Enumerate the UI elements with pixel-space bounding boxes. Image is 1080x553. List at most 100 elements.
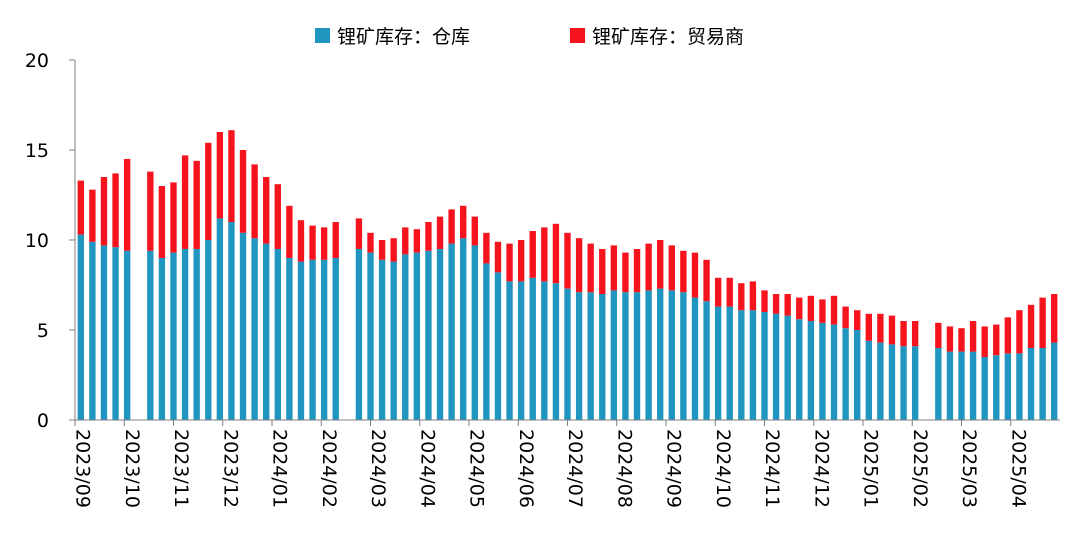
bar-trader bbox=[599, 249, 606, 294]
bar-warehouse bbox=[1027, 348, 1035, 420]
bar-trader bbox=[749, 281, 757, 311]
bar-trader bbox=[691, 252, 699, 298]
bar-trader bbox=[193, 160, 200, 249]
bar-trader bbox=[112, 173, 119, 248]
bar-warehouse bbox=[645, 290, 652, 420]
bar-trader bbox=[471, 216, 478, 246]
bar-trader bbox=[842, 306, 849, 329]
x-tick-label: 2023/09 bbox=[72, 429, 94, 508]
bar-trader bbox=[784, 294, 791, 316]
bar-warehouse bbox=[1039, 348, 1046, 420]
bar-trader bbox=[436, 216, 444, 249]
bar-warehouse bbox=[425, 250, 432, 420]
bar-trader bbox=[900, 321, 907, 347]
bar-warehouse bbox=[784, 315, 791, 420]
x-tick-label: 2025/03 bbox=[958, 429, 980, 508]
bar-warehouse bbox=[147, 250, 154, 420]
bar-trader bbox=[865, 313, 872, 341]
x-tick-label: 2024/02 bbox=[318, 429, 340, 508]
bar-trader bbox=[587, 243, 594, 293]
bar-trader bbox=[228, 130, 235, 222]
bar-warehouse bbox=[112, 247, 119, 420]
bar-trader bbox=[367, 232, 374, 253]
bar-trader bbox=[355, 218, 363, 249]
bar-warehouse bbox=[1004, 353, 1012, 420]
bar-trader bbox=[657, 240, 664, 289]
bar-warehouse bbox=[622, 292, 629, 420]
bar-trader bbox=[158, 186, 166, 258]
bar-warehouse bbox=[320, 259, 328, 420]
x-tick-label: 2024/11 bbox=[761, 429, 783, 508]
x-tick-label: 2024/06 bbox=[515, 429, 537, 508]
bar-trader bbox=[239, 150, 247, 233]
bar-trader bbox=[77, 180, 84, 235]
x-tick-label: 2025/02 bbox=[909, 429, 931, 508]
bar-trader bbox=[796, 297, 803, 320]
bar-warehouse bbox=[309, 259, 316, 420]
bar-warehouse bbox=[599, 294, 606, 420]
bar-warehouse bbox=[958, 351, 965, 420]
bar-trader bbox=[309, 225, 316, 260]
bar-warehouse bbox=[483, 263, 490, 420]
bar-warehouse bbox=[714, 306, 722, 420]
bar-warehouse bbox=[1051, 342, 1058, 420]
x-axis: 2023/09 2023/10 2023/11 2023/12 2024/01 2024/… bbox=[72, 419, 1060, 508]
bar-warehouse bbox=[993, 355, 1000, 420]
x-tick-label: 2024/12 bbox=[810, 429, 832, 508]
bar-trader bbox=[297, 220, 305, 262]
bar-trader bbox=[170, 182, 177, 253]
bar-warehouse bbox=[494, 272, 502, 420]
y-axis: 0 5 10 15 20 bbox=[25, 50, 76, 432]
bar-trader bbox=[216, 132, 224, 219]
bar-trader bbox=[494, 241, 502, 273]
bar-trader bbox=[993, 324, 1000, 356]
bar-warehouse bbox=[830, 324, 838, 420]
legend-swatch-trader bbox=[570, 28, 585, 43]
bar-warehouse bbox=[610, 290, 618, 420]
x-tick-label: 2023/12 bbox=[219, 429, 241, 508]
bar-trader bbox=[529, 231, 536, 278]
bar-trader bbox=[680, 250, 687, 293]
bar-warehouse bbox=[77, 234, 84, 420]
bar-trader bbox=[413, 229, 421, 253]
bar-trader bbox=[807, 295, 815, 321]
bar-trader bbox=[761, 290, 768, 312]
bar-warehouse bbox=[251, 238, 258, 420]
x-tick-label: 2024/09 bbox=[663, 429, 685, 508]
bar-warehouse bbox=[900, 346, 907, 420]
bar-trader bbox=[830, 295, 838, 325]
bar-warehouse bbox=[100, 245, 108, 420]
bar-warehouse bbox=[796, 319, 803, 420]
bar-warehouse bbox=[935, 348, 942, 420]
bar-warehouse bbox=[749, 310, 757, 420]
bar-warehouse bbox=[471, 245, 478, 420]
bar-warehouse bbox=[506, 281, 513, 420]
bar-trader bbox=[181, 155, 189, 249]
bar-trader bbox=[378, 240, 386, 260]
bar-warehouse bbox=[668, 290, 675, 420]
x-tick-label: 2024/05 bbox=[466, 429, 488, 508]
bar-trader bbox=[610, 245, 618, 291]
bar-warehouse bbox=[193, 249, 200, 420]
bar-warehouse bbox=[854, 330, 861, 420]
bar-warehouse bbox=[413, 252, 421, 420]
bar-trader bbox=[205, 142, 212, 240]
x-tick-label: 2025/04 bbox=[1007, 429, 1029, 508]
bar-warehouse bbox=[355, 249, 363, 420]
bar-warehouse bbox=[819, 322, 826, 420]
bar-warehouse bbox=[761, 312, 768, 420]
bar-trader bbox=[251, 164, 258, 239]
bar-warehouse bbox=[517, 281, 525, 420]
bar-warehouse bbox=[460, 238, 467, 420]
bar-trader bbox=[946, 326, 954, 352]
bar-warehouse bbox=[1016, 353, 1023, 420]
bar-warehouse bbox=[738, 310, 745, 420]
bar-warehouse bbox=[332, 258, 339, 420]
bar-warehouse bbox=[448, 243, 455, 420]
bar-trader bbox=[877, 313, 884, 343]
bar-trader bbox=[703, 259, 710, 302]
x-tick-label: 2024/10 bbox=[712, 429, 734, 508]
bar-warehouse bbox=[205, 240, 212, 420]
bar-warehouse bbox=[575, 292, 583, 420]
bar-trader bbox=[969, 321, 977, 352]
